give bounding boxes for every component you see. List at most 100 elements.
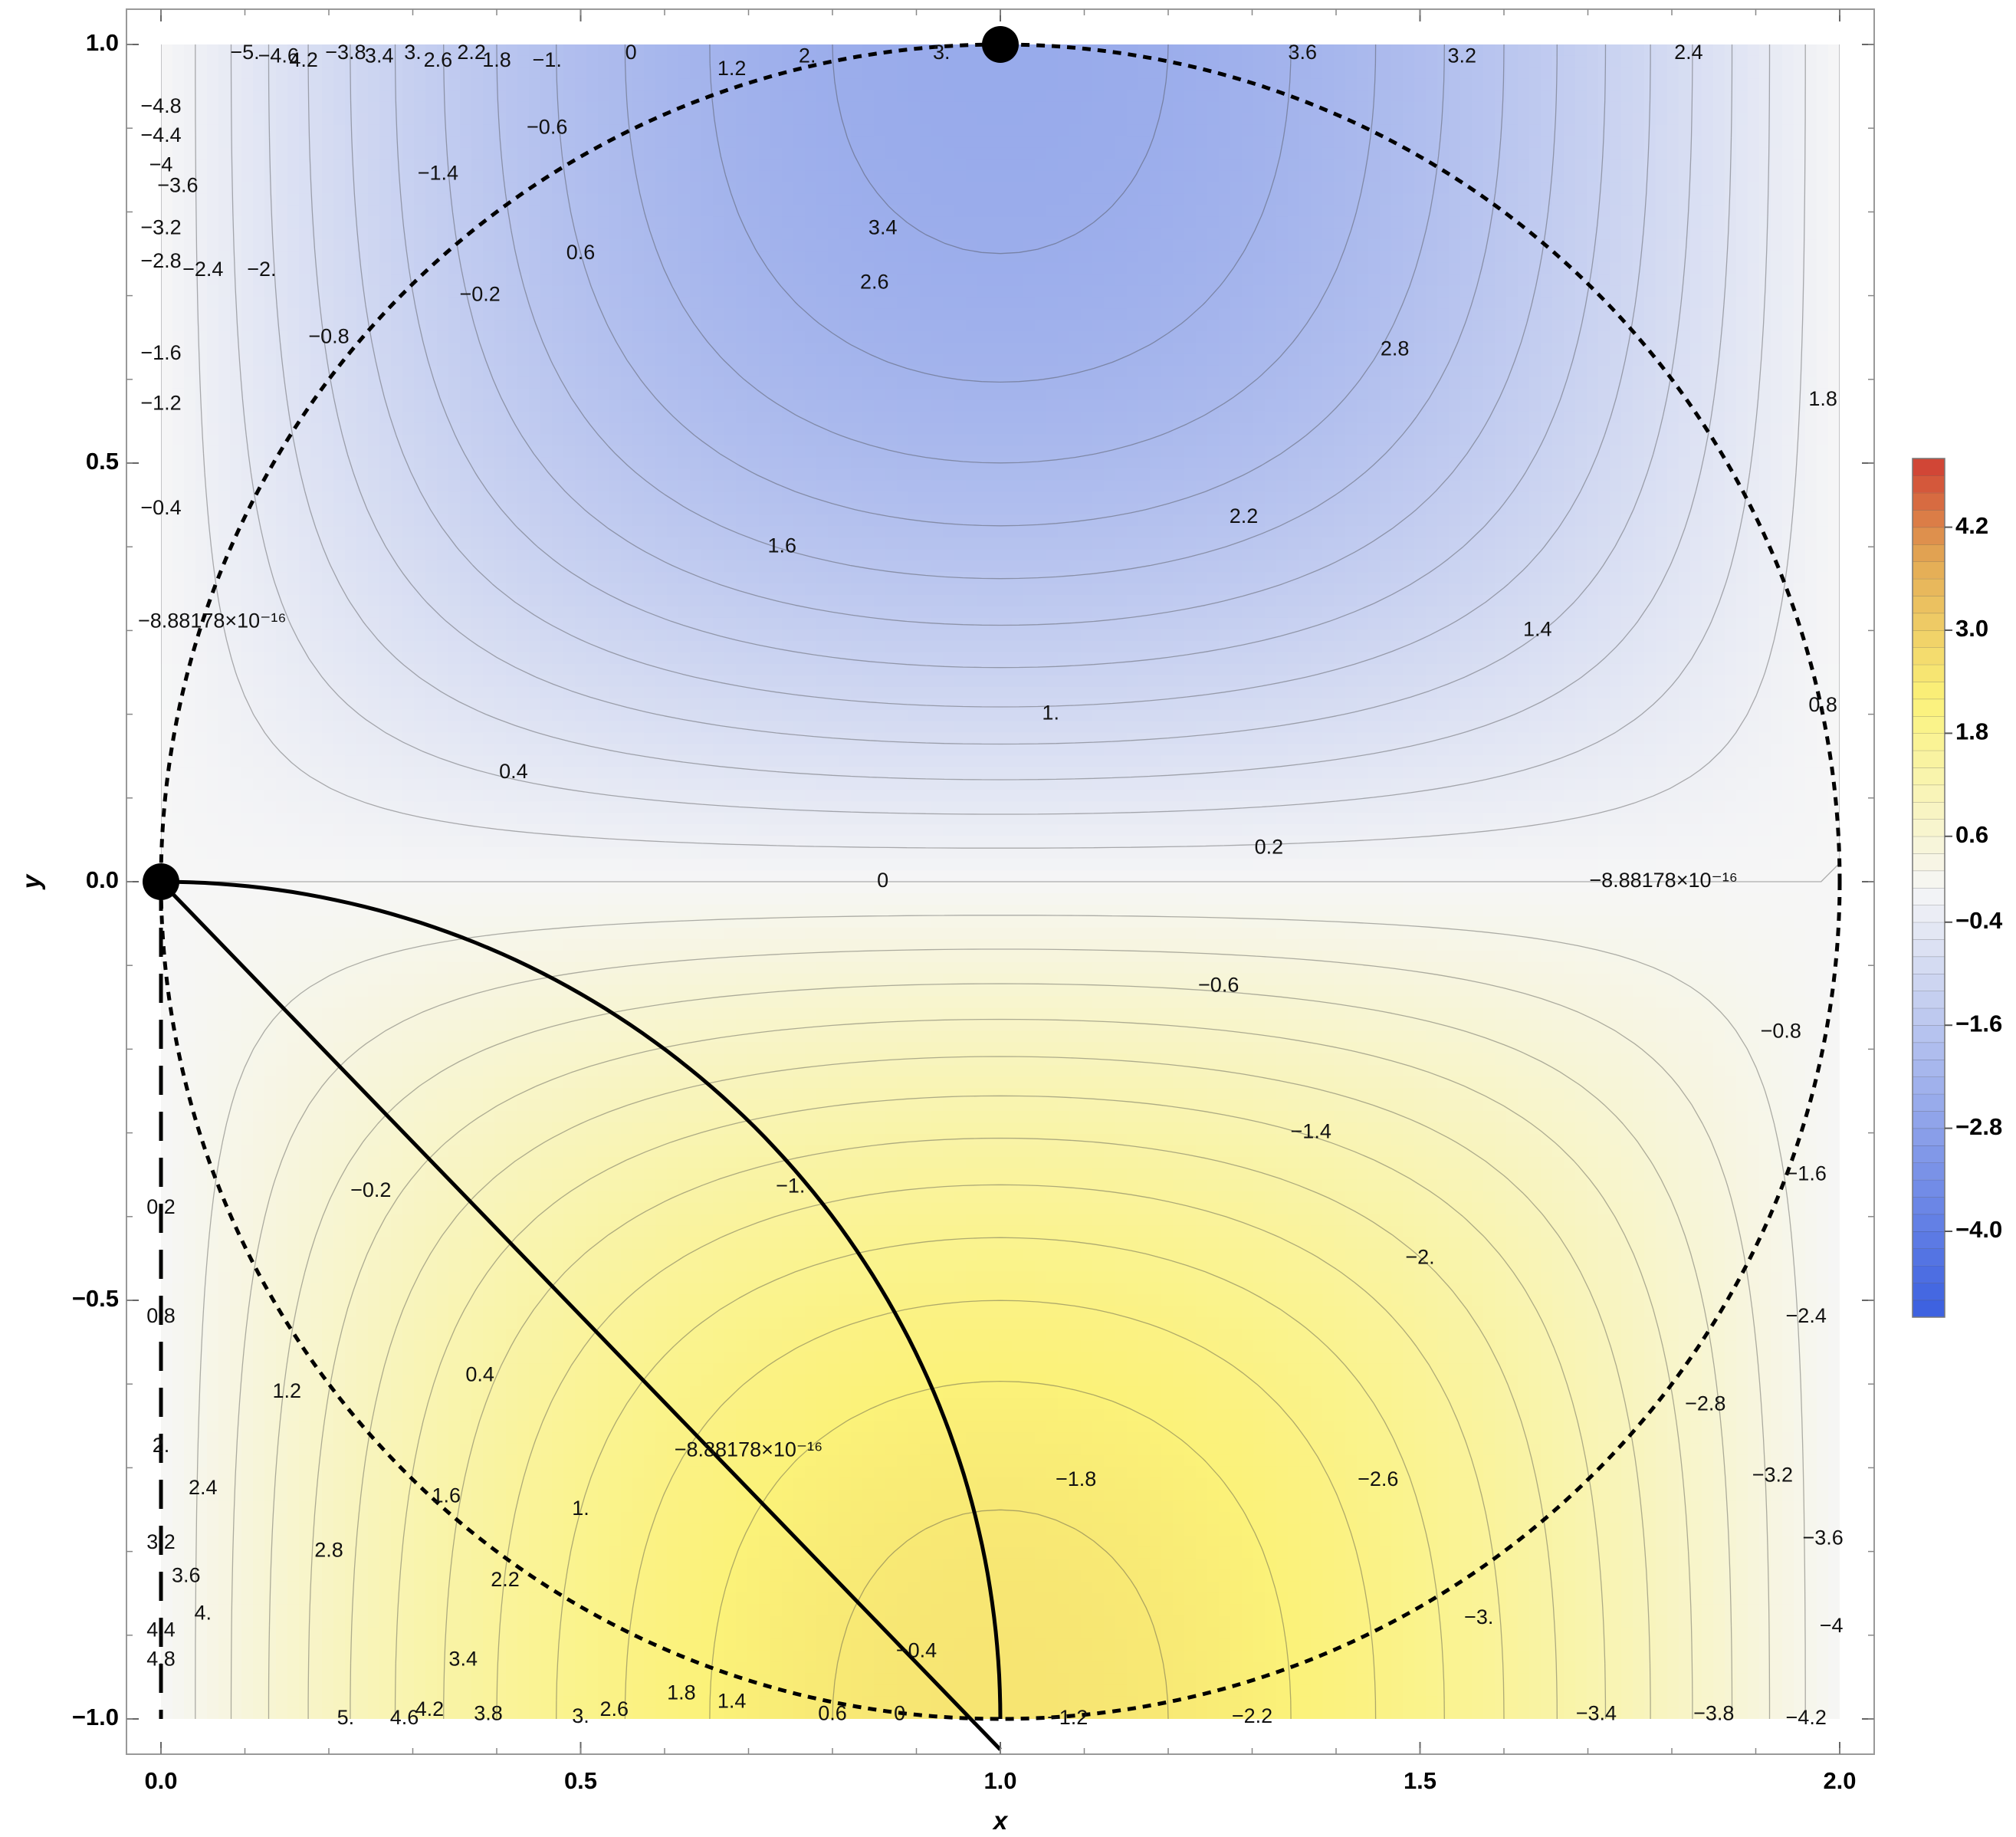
- heatmap-cell: [379, 1076, 392, 1089]
- heatmap-cell: [402, 205, 415, 218]
- heatmap-cell: [322, 984, 334, 997]
- heatmap-cell: [253, 732, 265, 745]
- heatmap-cell: [540, 1122, 553, 1135]
- heatmap-cell: [310, 1454, 323, 1467]
- heatmap-cell: [287, 1523, 300, 1536]
- heatmap-cell: [494, 560, 507, 573]
- heatmap-cell: [356, 193, 369, 206]
- heatmap-cell: [540, 1237, 553, 1250]
- heatmap-cell: [230, 686, 242, 699]
- heatmap-cell: [425, 1581, 438, 1594]
- heatmap-cell: [460, 1030, 472, 1043]
- heatmap-cell: [207, 1650, 219, 1663]
- heatmap-cell: [230, 904, 242, 917]
- heatmap-cell: [230, 1007, 242, 1020]
- heatmap-cell: [379, 744, 392, 757]
- heatmap-cell: [264, 973, 277, 986]
- heatmap-cell: [345, 480, 357, 493]
- heatmap-cell: [218, 1696, 231, 1708]
- heatmap-cell: [207, 514, 219, 527]
- heatmap-cell: [356, 767, 369, 780]
- heatmap-cell: [506, 1398, 518, 1410]
- heatmap-cell: [310, 1569, 323, 1582]
- heatmap-cell: [161, 606, 173, 619]
- heatmap-cell: [437, 1099, 449, 1112]
- heatmap-cell: [368, 1477, 380, 1490]
- heatmap-cell: [172, 1673, 185, 1685]
- heatmap-cell: [356, 629, 369, 642]
- heatmap-cell: [471, 159, 484, 172]
- heatmap-cell: [276, 491, 288, 504]
- heatmap-cell: [184, 961, 196, 974]
- heatmap-cell: [230, 342, 242, 355]
- heatmap-cell: [322, 560, 334, 573]
- heatmap-cell: [425, 778, 438, 791]
- heatmap-cell: [540, 1535, 553, 1548]
- heatmap-cell: [207, 790, 219, 803]
- heatmap-cell: [207, 1409, 219, 1421]
- heatmap-cell: [264, 767, 277, 780]
- heatmap-cell: [402, 434, 415, 447]
- heatmap-cell: [494, 892, 507, 905]
- heatmap-cell: [552, 342, 564, 355]
- heatmap-cell: [287, 1558, 300, 1571]
- heatmap-cell: [494, 1214, 507, 1227]
- heatmap-cell: [356, 859, 369, 871]
- heatmap-cell: [345, 1432, 357, 1444]
- heatmap-cell: [207, 709, 219, 722]
- heatmap-cell: [218, 1569, 231, 1582]
- heatmap-cell: [241, 124, 254, 137]
- heatmap-cell: [471, 984, 484, 997]
- heatmap-cell: [425, 1409, 438, 1421]
- heatmap-cell: [414, 709, 426, 722]
- heatmap-cell: [287, 1157, 300, 1169]
- heatmap-cell: [218, 193, 231, 206]
- heatmap-cell: [299, 1122, 311, 1135]
- heatmap-cell: [425, 617, 438, 630]
- heatmap-cell: [517, 1007, 530, 1020]
- heatmap-cell: [460, 675, 472, 688]
- heatmap-cell: [506, 297, 518, 309]
- heatmap-cell: [161, 67, 173, 80]
- heatmap-cell: [310, 1421, 323, 1433]
- heatmap-cell: [184, 1604, 196, 1617]
- heatmap-cell: [356, 606, 369, 619]
- heatmap-cell: [230, 1489, 242, 1502]
- heatmap-cell: [517, 1684, 530, 1697]
- heatmap-cell: [172, 491, 185, 504]
- heatmap-cell: [184, 1122, 196, 1135]
- heatmap-cell: [402, 101, 415, 114]
- heatmap-cell: [529, 1581, 541, 1594]
- heatmap-cell: [230, 938, 242, 951]
- heatmap-cell: [161, 686, 173, 699]
- heatmap-cell: [276, 468, 288, 481]
- heatmap-cell: [391, 1099, 403, 1112]
- heatmap-cell: [414, 882, 426, 894]
- heatmap-cell: [402, 480, 415, 493]
- heatmap-cell: [368, 1466, 380, 1479]
- heatmap-cell: [391, 1088, 403, 1101]
- heatmap-cell: [195, 1604, 208, 1617]
- heatmap-cell: [368, 1111, 380, 1123]
- heatmap-cell: [333, 445, 346, 458]
- heatmap-cell: [345, 1375, 357, 1387]
- heatmap-cell: [218, 663, 231, 676]
- heatmap-cell: [368, 813, 380, 826]
- heatmap-cell: [460, 1283, 472, 1296]
- heatmap-cell: [241, 904, 254, 917]
- heatmap-cell: [414, 904, 426, 917]
- heatmap-cell: [471, 778, 484, 791]
- heatmap-cell: [287, 973, 300, 986]
- heatmap-cell: [402, 1329, 415, 1342]
- heatmap-cell: [218, 961, 231, 974]
- heatmap-cell: [345, 1386, 357, 1398]
- heatmap-cell: [253, 847, 265, 859]
- heatmap-cell: [253, 1443, 265, 1456]
- heatmap-cell: [207, 422, 219, 435]
- heatmap-cell: [161, 847, 173, 859]
- heatmap-cell: [356, 297, 369, 309]
- heatmap-cell: [379, 847, 392, 859]
- heatmap-cell: [368, 457, 380, 470]
- heatmap-cell: [333, 1248, 346, 1261]
- heatmap-cell: [172, 342, 185, 355]
